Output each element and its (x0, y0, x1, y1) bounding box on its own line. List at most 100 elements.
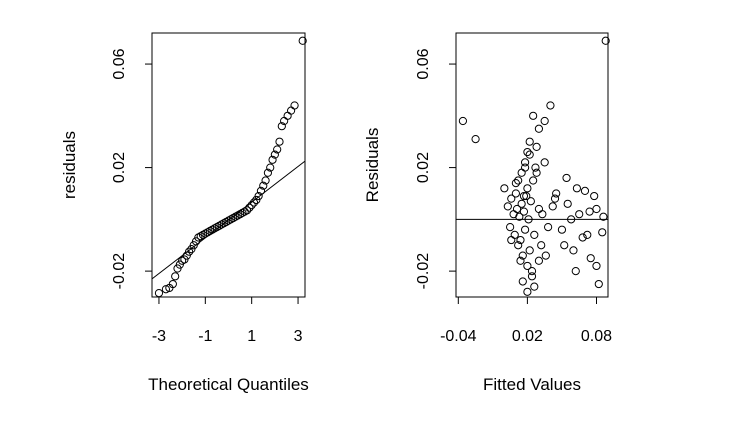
data-point (212, 223, 222, 232)
data-point (562, 173, 571, 183)
data-point (520, 158, 530, 167)
residuals-vs-fitted-panel: -0.04 0.02 0.08 -0.02 0.02 0.06 Fitted Values R… (363, 32, 612, 394)
data-point (507, 235, 516, 245)
x-tick-label: 0.02 (512, 328, 543, 345)
data-point (538, 210, 547, 219)
data-point (222, 217, 231, 227)
x-tick-label: 3 (294, 328, 303, 345)
plot-frame (151, 32, 306, 298)
data-point (254, 191, 263, 201)
data-point (552, 189, 561, 198)
data-point (238, 208, 247, 217)
data-point (520, 225, 530, 234)
data-point (525, 137, 534, 146)
data-point (522, 191, 531, 201)
data-point (512, 204, 522, 214)
data-point (546, 101, 555, 110)
data-point (290, 101, 299, 110)
data-point (226, 215, 235, 224)
y-tick-label: -0.02 (415, 253, 432, 290)
data-point (537, 241, 546, 250)
data-point (585, 207, 594, 216)
data-point (519, 207, 529, 216)
data-point (523, 184, 532, 193)
x-tick-label: -0.04 (440, 328, 477, 345)
qq-plot-panel: -3 -1 1 3 -0.02 0.02 0.06 Theoretical Quantiles… (60, 32, 309, 394)
data-point (208, 225, 217, 234)
data-point (527, 267, 537, 276)
data-point (550, 194, 560, 203)
data-point (598, 228, 607, 237)
data-point (571, 267, 580, 276)
data-point (514, 241, 523, 250)
data-point (215, 221, 224, 230)
data-point (275, 137, 284, 146)
data-point (517, 168, 526, 177)
data-point (511, 179, 520, 188)
data-point (205, 226, 215, 236)
data-point (224, 216, 233, 225)
data-point (518, 277, 527, 286)
data-point (256, 186, 266, 195)
data-point (526, 197, 535, 206)
data-point (203, 228, 212, 237)
data-point (259, 181, 268, 190)
data-point (523, 261, 532, 271)
data-point (592, 261, 601, 271)
data-point (277, 122, 286, 131)
data-point (233, 211, 242, 220)
data-point (510, 230, 519, 239)
data-point (235, 210, 245, 219)
data-point (580, 186, 590, 195)
plot-frame (455, 32, 609, 298)
data-point (503, 202, 512, 211)
data-point (578, 233, 587, 242)
data-point (525, 150, 534, 159)
data-point (590, 191, 599, 201)
data-point (506, 223, 515, 232)
data-point (242, 206, 252, 215)
data-point (247, 201, 256, 210)
data-point (532, 168, 541, 177)
x-tick-label: -1 (198, 328, 212, 345)
data-point (519, 191, 529, 201)
data-point (527, 272, 537, 281)
x-tick-label: 0.08 (581, 328, 612, 345)
data-point (525, 246, 534, 255)
data-point (168, 279, 177, 289)
data-point (567, 215, 576, 224)
data-point (283, 111, 292, 120)
data-point (500, 184, 509, 193)
data-point (523, 147, 532, 157)
data-point (530, 230, 539, 239)
data-point (194, 233, 203, 242)
data-point (201, 229, 210, 238)
data-point (229, 213, 238, 223)
data-point (563, 199, 572, 208)
data-point (572, 184, 582, 193)
data-point (231, 212, 240, 221)
data-point (517, 199, 526, 208)
data-point (532, 142, 541, 151)
x-axis-label: Theoretical Quantiles (148, 375, 309, 394)
data-point (507, 194, 516, 203)
data-point (471, 135, 480, 144)
data-point (575, 210, 584, 219)
data-point (534, 256, 544, 265)
data-point (219, 219, 228, 228)
y-axis-label: residuals (60, 131, 79, 199)
data-point (599, 212, 608, 221)
reference-line (151, 160, 306, 280)
data-point (560, 241, 569, 250)
data-point (529, 111, 538, 120)
data-point (511, 189, 520, 198)
data-point (531, 163, 540, 172)
data-point (515, 212, 524, 221)
data-point (516, 235, 525, 245)
data-point (523, 287, 532, 296)
data-point (514, 176, 523, 185)
data-point (217, 220, 226, 229)
data-point (529, 176, 538, 185)
data-point (263, 168, 273, 177)
